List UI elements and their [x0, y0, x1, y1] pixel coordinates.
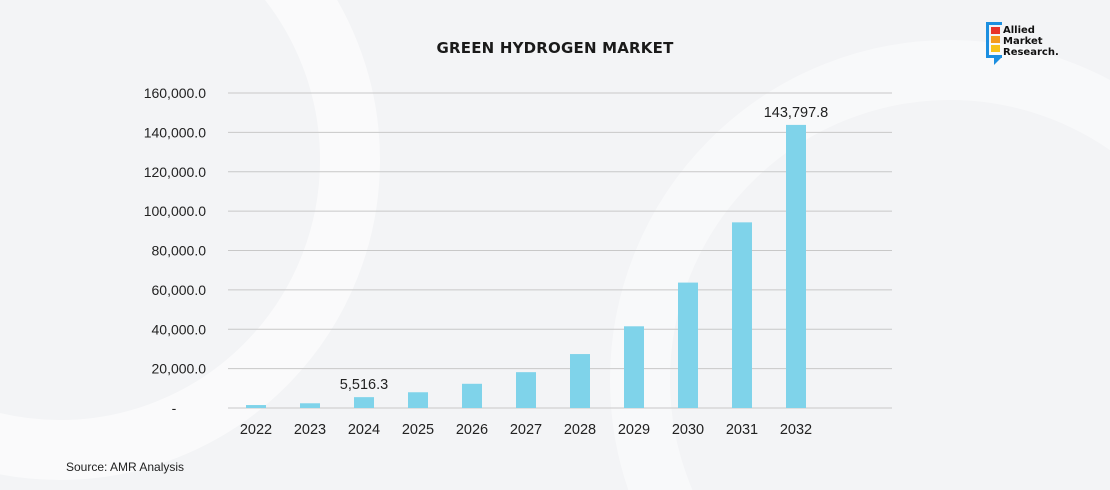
logo-line-1: Allied	[1003, 25, 1035, 36]
x-tick-label: 2029	[618, 422, 650, 438]
x-tick-label: 2032	[780, 422, 812, 438]
bar	[624, 326, 644, 408]
y-tick-label: 80,000.0	[152, 243, 207, 259]
source-note: Source: AMR Analysis	[66, 460, 185, 474]
y-tick-label: 140,000.0	[144, 124, 206, 140]
logo-square-orange	[991, 36, 1000, 43]
logo-line-2: Market	[1003, 36, 1043, 47]
bar	[516, 372, 536, 408]
y-tick-label: 40,000.0	[152, 321, 207, 337]
bar	[300, 403, 320, 408]
bar	[570, 354, 590, 408]
logo-square-red	[991, 27, 1000, 34]
bar	[354, 397, 374, 408]
bar	[462, 383, 482, 408]
y-tick-label: 160,000.0	[144, 85, 206, 101]
x-tick-label: 2028	[564, 422, 596, 438]
data-label: 143,797.8	[764, 105, 829, 121]
x-tick-label: 2030	[672, 422, 704, 438]
logo-line-3: Research.	[1003, 47, 1059, 58]
y-tick-label: 100,000.0	[144, 203, 206, 219]
y-tick-label: -	[172, 400, 177, 416]
x-tick-label: 2022	[240, 422, 272, 438]
bar	[678, 282, 698, 408]
y-tick-label: 20,000.0	[152, 361, 207, 377]
chart-title: GREEN HYDROGEN MARKET	[436, 39, 674, 57]
logo-square-yellow	[991, 45, 1000, 52]
x-tick-label: 2024	[348, 422, 380, 438]
y-tick-label: 120,000.0	[144, 164, 206, 180]
x-tick-label: 2027	[510, 422, 542, 438]
x-tick-label: 2025	[402, 422, 434, 438]
logo-frame	[986, 22, 1002, 58]
logo-text: Allied Market Research.	[1003, 25, 1059, 58]
bar	[732, 222, 752, 408]
logo-squares	[991, 27, 1000, 54]
x-tick-label: 2023	[294, 422, 326, 438]
bar	[408, 392, 428, 408]
logo-tail	[994, 58, 1001, 65]
x-tick-label: 2031	[726, 422, 758, 438]
bar	[786, 124, 806, 409]
bar	[246, 405, 266, 408]
company-logo: Allied Market Research.	[986, 22, 1076, 68]
x-tick-label: 2026	[456, 422, 488, 438]
y-tick-label: 60,000.0	[152, 282, 207, 298]
data-label: 5,516.3	[340, 377, 388, 393]
